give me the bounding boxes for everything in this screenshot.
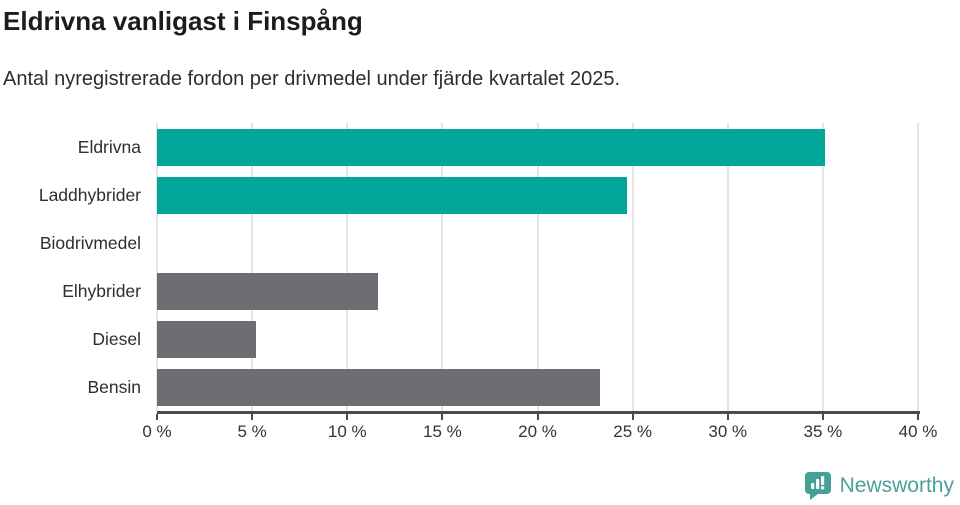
x-tick-10%	[346, 414, 349, 420]
x-tick-5%	[251, 414, 254, 420]
newsworthy-branding: Newsworthy	[804, 471, 954, 501]
branding-name: Newsworthy	[839, 474, 954, 497]
gridline-20%	[536, 123, 539, 411]
gridline-5%	[251, 123, 254, 411]
x-tick-40%	[917, 414, 919, 420]
x-tick-label-15%: 15 %	[423, 422, 462, 441]
category-labels: Eldrivna Laddhybrider Biodrivmedel Elhybrid…	[0, 123, 141, 411]
x-axis: 0 % 5 % 10 % 15 % 20 % 25 % 30 % 35 % 40 %	[142, 414, 937, 454]
category-label-elhybrider: Elhybrider	[62, 280, 141, 301]
gridline-10%	[346, 123, 349, 411]
x-tick-30%	[726, 414, 729, 420]
bar-eldrivna	[157, 128, 825, 166]
plot-area	[156, 123, 919, 411]
page-title: Eldrivna vanligast i Finspång	[3, 6, 363, 36]
x-tick-label-10%: 10 %	[327, 422, 367, 441]
category-label-laddhybrider: Laddhybrider	[38, 184, 141, 205]
bar-diesel	[157, 320, 256, 358]
gridline-40%	[917, 123, 919, 411]
bar-elhybrider	[157, 272, 378, 310]
x-tick-label-35%: 35 %	[803, 422, 843, 441]
x-tick-label-25%: 25 %	[613, 422, 652, 441]
x-tick-25%	[631, 414, 634, 420]
x-tick-35%	[821, 414, 824, 420]
gridline-25%	[631, 123, 634, 411]
category-label-diesel: Diesel	[92, 328, 141, 349]
bar-laddhybrider	[157, 176, 627, 214]
gridline-0%	[156, 123, 158, 411]
x-axis-line	[157, 411, 920, 414]
x-tick-0%	[156, 414, 158, 420]
x-tick-label-20%: 20 %	[518, 422, 557, 441]
newsworthy-logo-icon	[804, 472, 831, 500]
gridline-15%	[441, 123, 444, 411]
category-label-biodrivmedel: Biodrivmedel	[39, 232, 141, 253]
x-tick-label-30%: 30 %	[708, 422, 748, 441]
x-tick-label-5%: 5 %	[237, 422, 267, 441]
category-label-eldrivna: Eldrivna	[77, 136, 141, 157]
bar-bensin	[157, 368, 601, 406]
x-tick-label-40%: 40 %	[898, 422, 938, 441]
x-tick-15%	[441, 414, 444, 420]
x-tick-label-0%: 0 %	[142, 422, 172, 441]
x-tick-20%	[536, 414, 539, 420]
gridline-35%	[821, 123, 824, 411]
gridline-30%	[726, 123, 729, 411]
category-label-bensin: Bensin	[87, 376, 141, 397]
chart-subtitle: Antal nyregistrerade fordon per drivmede…	[3, 68, 621, 90]
